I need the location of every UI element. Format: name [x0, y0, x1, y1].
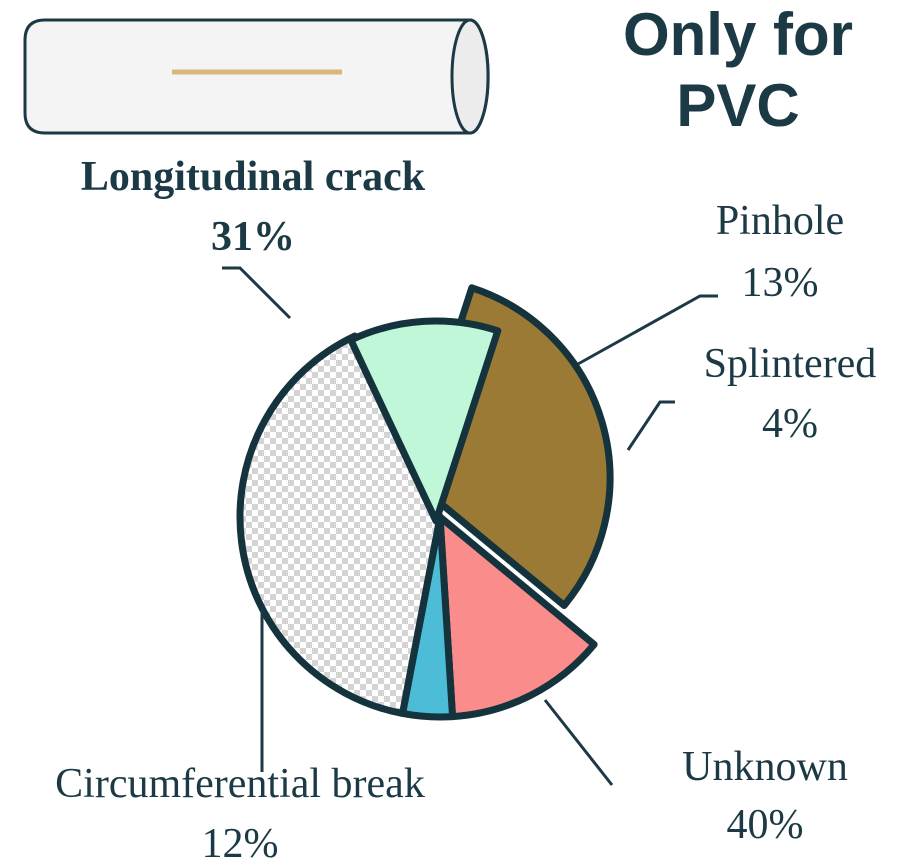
chart-title: Only for: [623, 1, 853, 68]
slice-label: Unknown: [682, 744, 848, 790]
value-label: 31%: [211, 214, 295, 260]
slice-label: Splintered: [704, 341, 877, 387]
slice-label: Longitudinal crack: [81, 154, 426, 200]
slice-label: Circumferential break: [55, 761, 425, 807]
pipe-illustration: [25, 20, 488, 133]
value-label: 4%: [762, 401, 818, 447]
chart-title: PVC: [676, 72, 799, 139]
value-label: 12%: [202, 821, 279, 865]
leader-line: [545, 700, 612, 785]
leader-line: [222, 268, 290, 318]
value-label: 40%: [727, 802, 804, 848]
leader-line: [578, 296, 718, 364]
slice-label: Pinhole: [716, 198, 844, 244]
leader-line: [628, 402, 675, 450]
chart: Only for PVC Longitudinal crack 31% Pinhol…: [0, 0, 904, 865]
value-label: 13%: [742, 260, 819, 306]
